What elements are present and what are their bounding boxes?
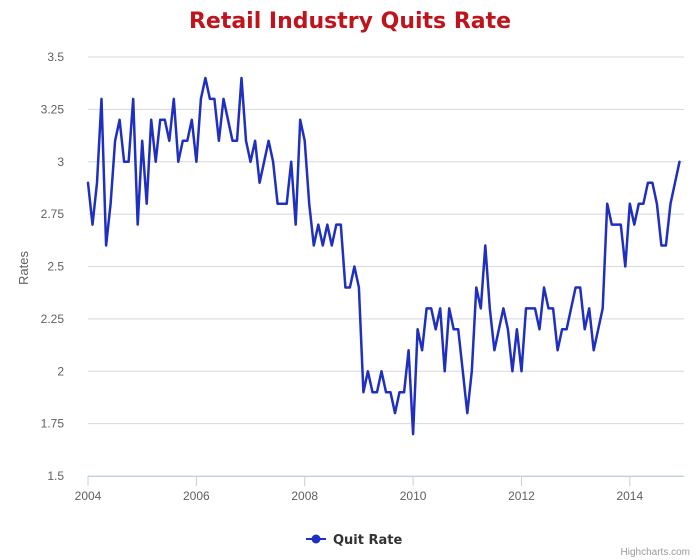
y-tick-label: 2.5 [47,260,64,274]
y-tick-label: 3.5 [47,50,64,64]
y-tick-label: 3.25 [41,102,65,116]
chart-title: Retail Industry Quits Rate [189,9,511,34]
y-tick-label: 1.75 [41,417,65,431]
series-line-quit-rate[interactable] [88,78,680,434]
chart-container: Retail Industry Quits Rate 1.5 1.75 2 2.25 2… [0,0,700,560]
legend-dot-marker [312,535,321,544]
y-tick-label: 3 [57,155,64,169]
x-tick-label: 2004 [75,489,102,503]
legend[interactable]: Quit Rate [306,533,402,548]
x-axis-ticks: 2004 2006 2008 2010 2012 2014 [75,476,644,503]
y-axis-ticks: 1.5 1.75 2 2.25 2.5 2.75 3 3.25 3.5 [41,50,65,483]
x-tick-label: 2008 [291,489,318,503]
y-tick-label: 2 [57,364,64,378]
x-tick-label: 2012 [508,489,535,503]
legend-item-quit-rate[interactable]: Quit Rate [333,533,402,548]
y-tick-label: 2.75 [41,207,65,221]
y-axis-label: Rates [16,251,31,285]
y-tick-label: 2.25 [41,312,65,326]
x-tick-label: 2014 [616,489,643,503]
highcharts-credit-link[interactable]: Highcharts.com [621,547,690,558]
x-tick-label: 2006 [183,489,210,503]
grid-lines [88,57,684,476]
x-tick-label: 2010 [400,489,427,503]
series-layer [88,78,680,434]
line-chart: Retail Industry Quits Rate 1.5 1.75 2 2.25 2… [0,0,700,560]
y-tick-label: 1.5 [47,469,64,483]
